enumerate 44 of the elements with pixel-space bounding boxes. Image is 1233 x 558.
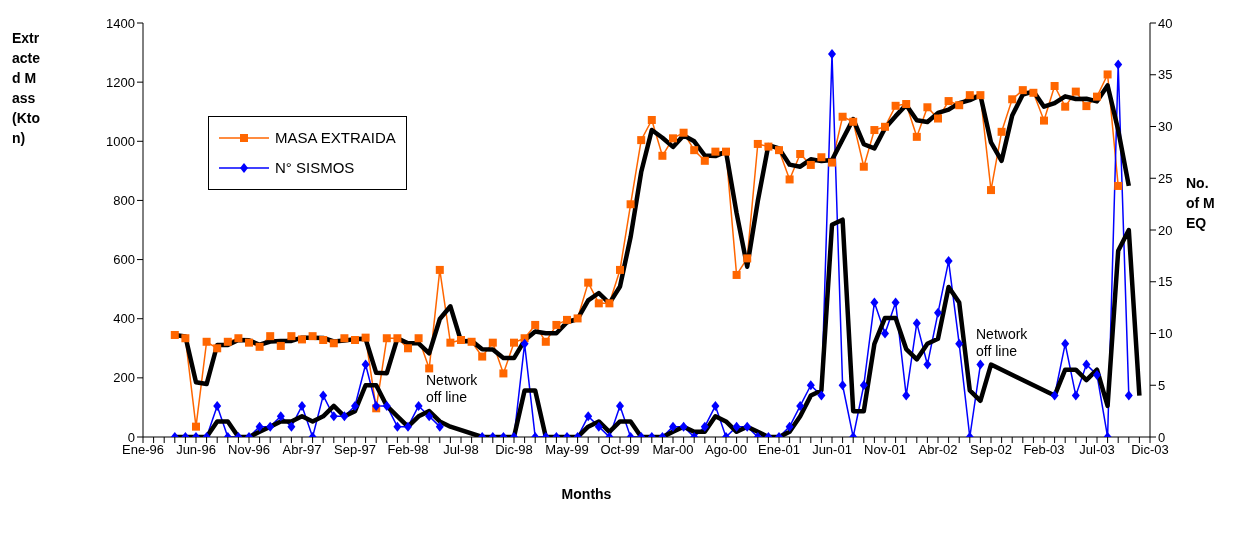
y2-tick-label: 15 xyxy=(1158,274,1173,290)
x-tick-label: Feb-98 xyxy=(387,442,429,458)
y-tick-label: 1200 xyxy=(106,74,135,90)
x-tick-label: Feb-03 xyxy=(1023,442,1065,458)
legend-label: MASA EXTRAIDA xyxy=(275,128,396,148)
x-tick-label: Ene-01 xyxy=(758,442,800,458)
x-tick-label: May-99 xyxy=(545,442,589,458)
y2-tick-label: 0 xyxy=(1158,429,1166,445)
x-tick-label: Jun-96 xyxy=(176,442,216,458)
x-tick-label: Dic-03 xyxy=(1131,442,1169,458)
legend-label: N° SISMOS xyxy=(275,158,355,178)
y2-tick-label: 10 xyxy=(1158,326,1173,342)
x-tick-label: Ene-96 xyxy=(122,442,164,458)
x-axis-title: Months xyxy=(560,486,613,502)
y-tick-label: 600 xyxy=(113,252,135,268)
x-tick-label: Abr-97 xyxy=(282,442,322,458)
y-tick-label: 1400 xyxy=(106,15,135,31)
y2-tick-label: 40 xyxy=(1158,15,1173,31)
x-tick-label: Sep-02 xyxy=(970,442,1012,458)
y2-tick-label: 30 xyxy=(1158,119,1173,135)
y2-tick-label: 20 xyxy=(1158,222,1173,238)
x-tick-label: Dic-98 xyxy=(495,442,533,458)
x-tick-label: Oct-99 xyxy=(600,442,640,458)
y-tick-label: 200 xyxy=(113,370,135,386)
x-tick-label: Nov-01 xyxy=(864,442,906,458)
y-tick-label: 0 xyxy=(127,429,135,445)
x-tick-label: Mar-00 xyxy=(652,442,694,458)
y-tick-label: 800 xyxy=(113,193,135,209)
x-tick-label: Jun-01 xyxy=(812,442,852,458)
x-tick-label: Jul-98 xyxy=(443,442,479,458)
y-axis-title: Extracted Mass (Kton) xyxy=(12,29,42,148)
x-tick-label: Nov-96 xyxy=(228,442,270,458)
y-tick-label: 400 xyxy=(113,311,135,327)
x-tick-label: Abr-02 xyxy=(918,442,958,458)
y2-axis-title: No. of MEQ xyxy=(1186,174,1216,233)
x-tick-label: Sep-97 xyxy=(334,442,376,458)
y-tick-label: 1000 xyxy=(106,133,135,149)
x-tick-label: Jul-03 xyxy=(1079,442,1115,458)
x-tick-label: Ago-00 xyxy=(705,442,747,458)
y2-tick-label: 35 xyxy=(1158,67,1173,83)
annotation: Network off line xyxy=(426,372,478,406)
y2-tick-label: 5 xyxy=(1158,377,1166,393)
annotation: Network off line xyxy=(976,326,1028,360)
y2-tick-label: 25 xyxy=(1158,170,1173,186)
